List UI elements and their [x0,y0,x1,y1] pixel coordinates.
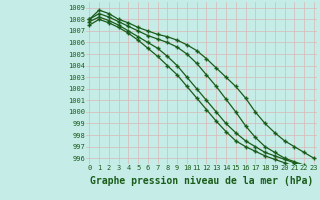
X-axis label: Graphe pression niveau de la mer (hPa): Graphe pression niveau de la mer (hPa) [90,176,313,186]
